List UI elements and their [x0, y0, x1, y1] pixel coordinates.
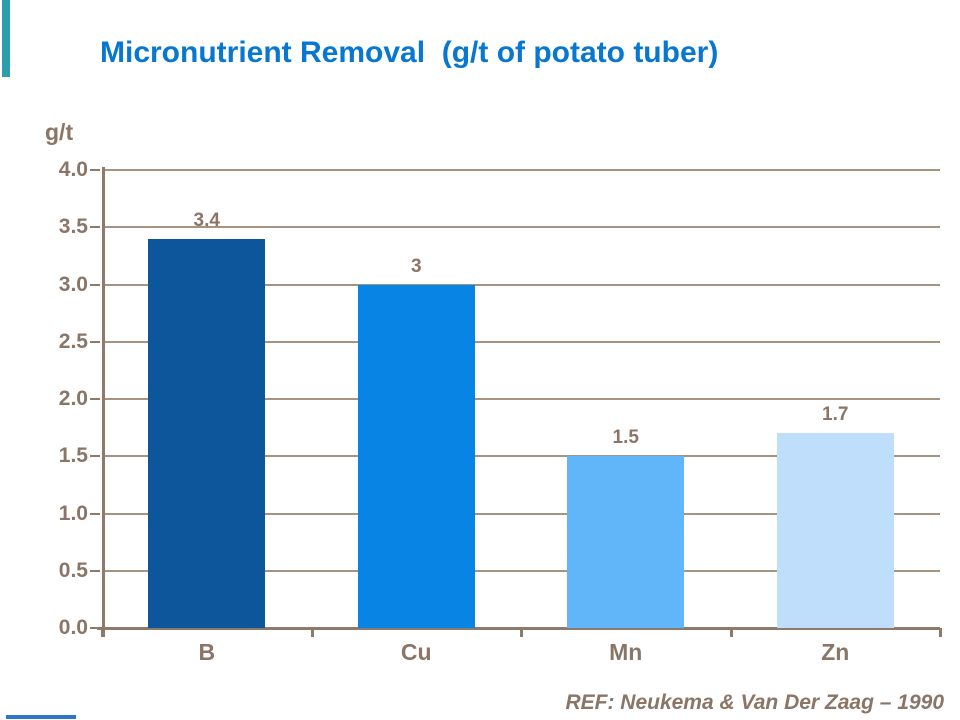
x-tick-mark — [101, 628, 104, 637]
y-tick-mark — [90, 569, 100, 572]
gridline — [102, 283, 940, 286]
category-label: Zn — [821, 639, 850, 665]
y-tick-label: 3.0 — [58, 272, 88, 296]
y-tick-mark — [90, 226, 100, 229]
gridline — [102, 512, 940, 515]
y-tick-mark — [90, 398, 100, 400]
gridline — [102, 226, 940, 229]
gridline — [102, 569, 940, 572]
x-tick-mark — [939, 628, 942, 637]
y-tick-mark — [90, 455, 100, 458]
y-tick-label: 0.0 — [58, 616, 88, 639]
chart-title: Micronutrient Removal (g/t of potato tub… — [100, 36, 719, 69]
category-label: Cu — [400, 639, 432, 665]
bar-Cu — [357, 284, 475, 628]
x-tick-mark — [729, 628, 733, 637]
category-label: Mn — [609, 639, 643, 665]
bar-value-label: 3.4 — [193, 209, 220, 231]
bar-Mn — [567, 456, 685, 628]
y-tick-label: 1.5 — [58, 444, 88, 468]
bar-value-label: 3 — [410, 255, 422, 277]
y-tick-mark — [90, 283, 100, 286]
y-tick-label: 2.5 — [58, 329, 88, 353]
reference-citation: REF: Neukema & Van Der Zaag – 1990 — [565, 691, 944, 714]
bar-value-label: 1.7 — [822, 404, 849, 426]
y-axis-unit-label: g/t — [45, 119, 74, 145]
slide-accent-strip-teal — [2, 0, 10, 77]
x-tick-mark — [520, 628, 523, 637]
bar-Zn — [776, 433, 894, 628]
y-tick-mark — [90, 169, 100, 171]
gridline — [102, 340, 940, 343]
y-tick-mark — [90, 512, 100, 515]
category-label: B — [198, 639, 216, 665]
gridline — [102, 169, 940, 171]
y-tick-label: 2.0 — [58, 387, 88, 410]
y-axis-line — [102, 167, 105, 637]
y-tick-label: 3.5 — [58, 215, 88, 239]
x-axis-line — [97, 627, 940, 630]
gridline — [102, 398, 940, 400]
y-tick-mark — [90, 627, 100, 629]
y-tick-label: 1.0 — [58, 501, 88, 525]
y-tick-label: 4.0 — [58, 158, 88, 181]
bar-B — [148, 238, 266, 628]
x-tick-mark — [310, 628, 314, 637]
bar-value-label: 1.5 — [612, 427, 639, 449]
gridline — [102, 455, 940, 458]
y-tick-label: 0.5 — [58, 558, 88, 582]
y-tick-mark — [90, 340, 100, 343]
slide-accent-strip-blue — [6, 715, 76, 719]
